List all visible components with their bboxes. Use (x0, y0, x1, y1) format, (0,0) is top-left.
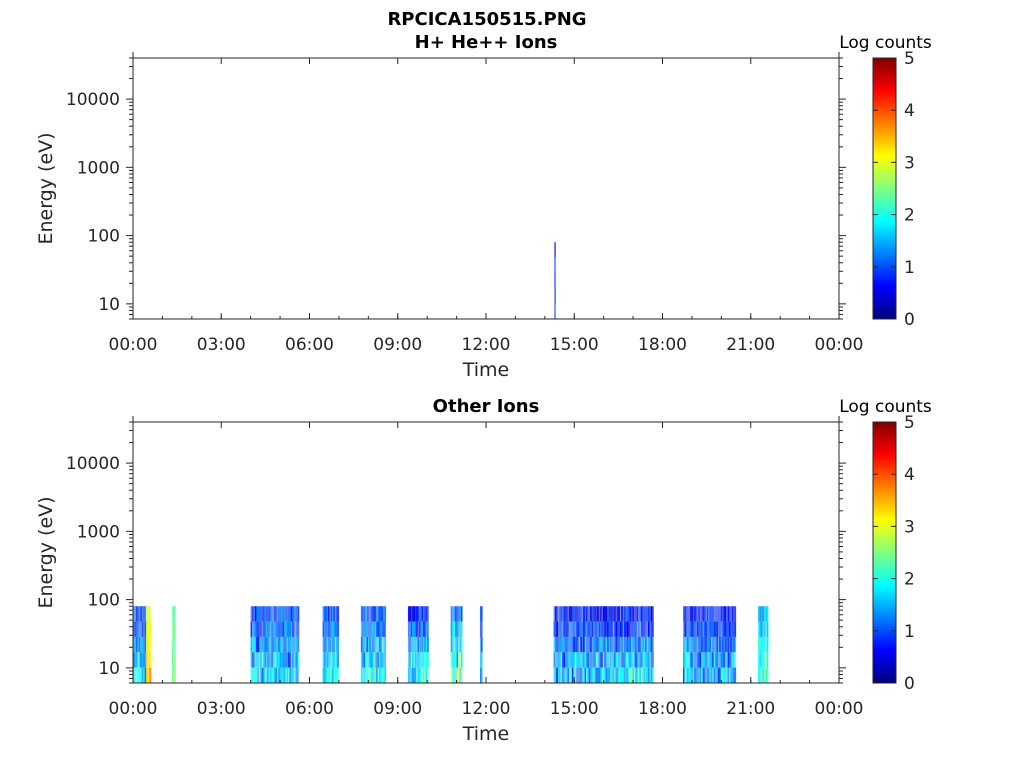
colorbar-tick-label: 4 (904, 465, 915, 485)
colorbar-tick-label: 3 (904, 517, 915, 537)
y-tick-label: 100 (88, 591, 120, 611)
plot-area (133, 58, 839, 319)
y-tick-label: 10 (98, 295, 120, 315)
x-axis-label: Time (462, 359, 510, 381)
colorbar-label: Log counts (839, 397, 932, 417)
colorbar-tick-label: 4 (904, 101, 915, 121)
data-segment (360, 606, 387, 683)
colorbar-tick-label: 5 (904, 49, 915, 69)
colorbar-tick-label: 0 (904, 310, 915, 330)
data-segment (758, 606, 769, 683)
colorbar-tick-label: 1 (904, 622, 915, 642)
figure-title: RPCICA150515.PNG (387, 9, 586, 30)
y-tick-label: 10000 (66, 454, 120, 474)
x-tick-label: 12:00 (462, 335, 511, 355)
panel-title: H+ He++ Ions (415, 32, 558, 53)
colorbar (872, 421, 897, 684)
data-segment (171, 606, 176, 683)
data-segment (322, 606, 340, 683)
x-tick-label: 06:00 (285, 335, 334, 355)
x-tick-label: 00:00 (815, 335, 864, 355)
y-tick-label: 10000 (66, 90, 120, 110)
x-tick-label: 21:00 (726, 335, 775, 355)
x-tick-label: 12:00 (462, 699, 511, 719)
y-axis-label: Energy (eV) (35, 132, 57, 244)
y-axis-label: Energy (eV) (35, 496, 57, 608)
x-tick-label: 00:00 (109, 335, 158, 355)
x-tick-label: 03:00 (197, 335, 246, 355)
colorbar-tick-label: 0 (904, 674, 915, 694)
panel-title: Other Ions (433, 396, 540, 417)
colorbar-label: Log counts (839, 33, 932, 53)
x-tick-label: 03:00 (197, 699, 246, 719)
data-segment (553, 606, 654, 683)
x-tick-label: 21:00 (726, 699, 775, 719)
data-segment (132, 606, 147, 683)
data-segment (479, 606, 483, 683)
x-tick-label: 06:00 (285, 699, 334, 719)
colorbar-tick-label: 3 (904, 153, 915, 173)
x-tick-label: 18:00 (638, 699, 687, 719)
colorbar (872, 57, 897, 320)
y-tick-label: 1000 (77, 158, 120, 178)
y-tick-label: 100 (88, 227, 120, 247)
x-tick-label: 18:00 (638, 335, 687, 355)
x-tick-label: 09:00 (373, 699, 422, 719)
data-segment (407, 606, 429, 683)
x-tick-label: 09:00 (373, 335, 422, 355)
colorbar-tick-label: 5 (904, 413, 915, 433)
y-tick-label: 10 (98, 659, 120, 679)
x-tick-label: 15:00 (550, 335, 599, 355)
data-segment (554, 242, 556, 319)
x-tick-label: 00:00 (109, 699, 158, 719)
data-segment (450, 606, 463, 683)
data-segment (250, 606, 300, 683)
colorbar-tick-label: 2 (904, 206, 915, 226)
x-tick-label: 15:00 (550, 699, 599, 719)
colorbar-tick-label: 2 (904, 570, 915, 590)
colorbar-tick-label: 1 (904, 258, 915, 278)
x-axis-label: Time (462, 723, 510, 745)
data-segment (682, 606, 737, 683)
data-segment (146, 606, 152, 683)
y-tick-label: 1000 (77, 522, 120, 542)
x-tick-label: 00:00 (815, 699, 864, 719)
